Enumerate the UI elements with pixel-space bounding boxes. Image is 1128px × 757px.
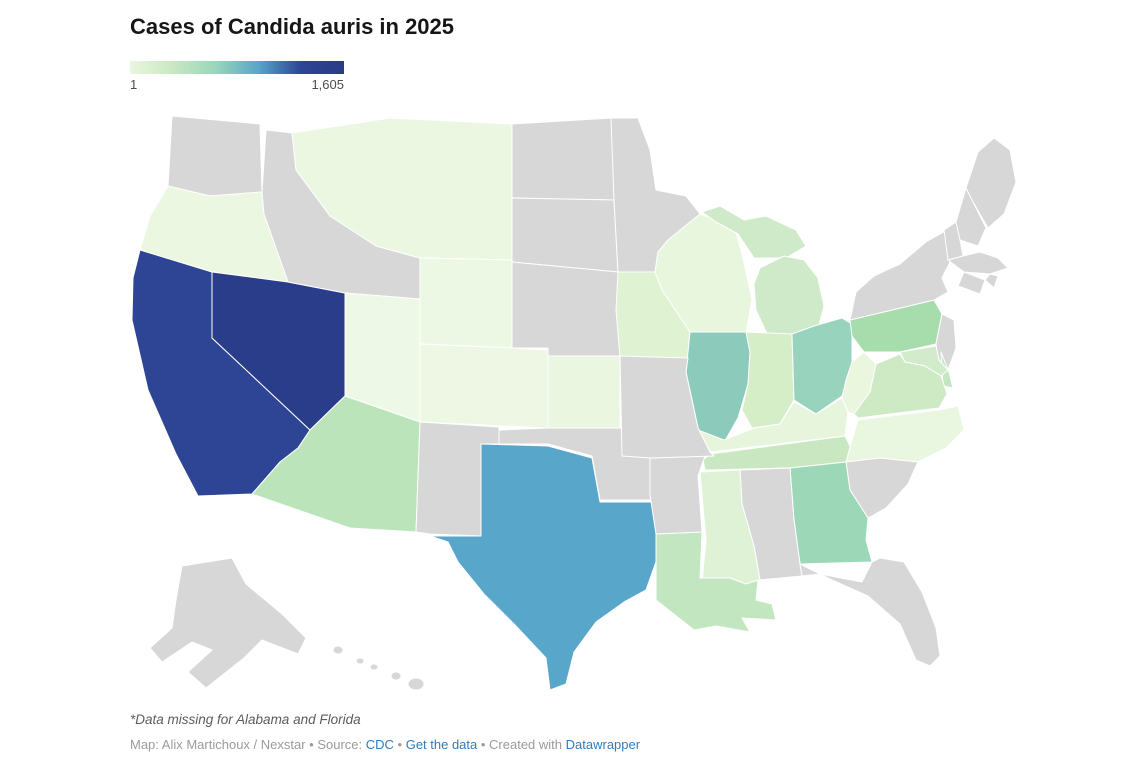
- state-ok[interactable]: [498, 425, 661, 501]
- attribution-separator-2: • Created with: [477, 737, 566, 752]
- state-ar[interactable]: [649, 455, 706, 535]
- state-wy[interactable]: [419, 257, 513, 349]
- legend-gradient-bar: [130, 61, 344, 74]
- state-mo[interactable]: [619, 355, 715, 459]
- state-ky[interactable]: [697, 397, 849, 453]
- attribution-prefix: Map: Alix Martichoux / Nexstar • Source:: [130, 737, 366, 752]
- color-legend: 1 1,605: [130, 61, 344, 92]
- legend-max-label: 1,605: [311, 77, 344, 92]
- legend-labels: 1 1,605: [130, 77, 344, 92]
- state-tx[interactable]: [429, 443, 663, 691]
- get-the-data-link[interactable]: Get the data: [405, 737, 478, 752]
- state-pa[interactable]: [849, 299, 943, 353]
- state-ma[interactable]: [947, 251, 1009, 275]
- datawrapper-link[interactable]: Datawrapper: [565, 737, 641, 752]
- state-co[interactable]: [419, 343, 549, 429]
- page-title: Cases of Candida auris in 2025: [130, 14, 455, 39]
- state-ks[interactable]: [547, 355, 621, 429]
- source-link-cdc[interactable]: CDC: [365, 737, 394, 752]
- state-nd[interactable]: [511, 117, 615, 201]
- state-mi[interactable]: [753, 255, 825, 337]
- state-ak[interactable]: [149, 557, 307, 689]
- state-me[interactable]: [965, 137, 1017, 229]
- state-ct[interactable]: [957, 271, 986, 295]
- state-vt[interactable]: [943, 221, 964, 261]
- state-ne[interactable]: [511, 261, 623, 357]
- state-ri[interactable]: [984, 273, 999, 289]
- state-mi-upper-peninsula[interactable]: [701, 205, 807, 259]
- state-fl[interactable]: [799, 557, 941, 667]
- footnote: *Data missing for Alabama and Florida: [130, 712, 361, 727]
- legend-min-label: 1: [130, 77, 138, 92]
- state-va[interactable]: [853, 353, 948, 419]
- state-la[interactable]: [655, 531, 777, 633]
- attribution-separator-1: •: [393, 737, 406, 752]
- state-hi[interactable]: [332, 645, 425, 691]
- us-choropleth-map: [131, 115, 1017, 691]
- state-sd[interactable]: [511, 197, 619, 273]
- state-wa[interactable]: [167, 115, 263, 197]
- attribution-line: Map: Alix Martichoux / Nexstar • Source:…: [130, 737, 640, 752]
- state-wi[interactable]: [654, 213, 753, 333]
